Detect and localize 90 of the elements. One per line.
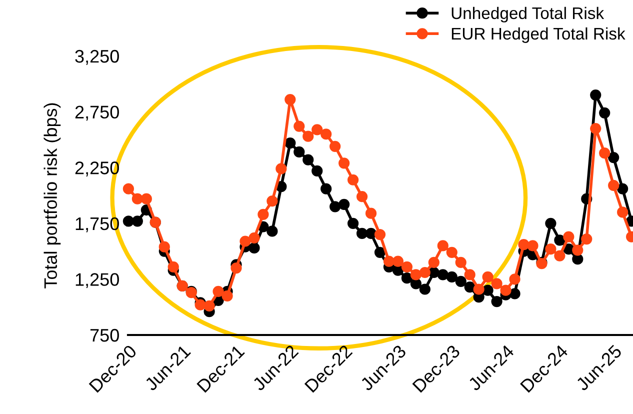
point bbox=[437, 269, 448, 280]
point bbox=[599, 107, 610, 118]
point bbox=[464, 281, 476, 293]
point bbox=[401, 272, 413, 284]
point bbox=[356, 191, 368, 202]
point bbox=[482, 271, 494, 283]
point bbox=[347, 218, 359, 229]
point bbox=[491, 278, 502, 290]
point bbox=[446, 271, 458, 283]
point bbox=[545, 244, 556, 255]
point bbox=[383, 256, 395, 267]
point bbox=[590, 122, 602, 134]
point bbox=[572, 244, 584, 256]
point bbox=[545, 218, 556, 229]
point bbox=[132, 216, 143, 227]
point bbox=[230, 262, 242, 274]
point bbox=[509, 288, 520, 300]
point bbox=[401, 261, 413, 272]
point bbox=[617, 206, 628, 218]
point bbox=[248, 242, 260, 254]
point bbox=[365, 228, 377, 239]
point bbox=[294, 120, 305, 132]
y-tick-label: 1,250 bbox=[76, 273, 119, 288]
point bbox=[266, 226, 278, 237]
point bbox=[312, 165, 323, 177]
point bbox=[284, 137, 296, 149]
point bbox=[122, 216, 134, 227]
point bbox=[374, 246, 386, 258]
point bbox=[608, 180, 620, 192]
point bbox=[572, 254, 584, 265]
point bbox=[554, 250, 566, 262]
point bbox=[392, 256, 404, 267]
point bbox=[482, 284, 494, 296]
point bbox=[617, 183, 628, 194]
point bbox=[312, 124, 323, 136]
point bbox=[374, 229, 386, 240]
point bbox=[590, 90, 602, 101]
point bbox=[122, 183, 134, 194]
point bbox=[240, 236, 251, 247]
legend-label: Unhedged Total Risk bbox=[452, 6, 604, 22]
point bbox=[330, 201, 341, 212]
point bbox=[356, 228, 368, 239]
point bbox=[608, 152, 620, 164]
point bbox=[563, 231, 574, 242]
point bbox=[258, 208, 269, 220]
point bbox=[446, 246, 458, 258]
point bbox=[204, 300, 215, 312]
point bbox=[320, 183, 332, 194]
legend-label: EUR Hedged Total Risk bbox=[452, 27, 626, 43]
point bbox=[302, 130, 314, 142]
point bbox=[410, 269, 422, 280]
point bbox=[428, 256, 440, 268]
point bbox=[248, 232, 260, 244]
point bbox=[527, 240, 538, 252]
point bbox=[599, 148, 610, 159]
point bbox=[302, 154, 314, 166]
point bbox=[338, 158, 350, 169]
point bbox=[284, 94, 296, 106]
point bbox=[222, 290, 233, 302]
point bbox=[266, 196, 278, 207]
point bbox=[554, 234, 566, 246]
point bbox=[518, 239, 530, 250]
point bbox=[464, 269, 476, 280]
y-tick-label: 2,750 bbox=[75, 106, 119, 121]
point bbox=[581, 233, 592, 245]
point bbox=[276, 163, 287, 174]
y-axis-title: Total portfolio risk (bps) bbox=[44, 103, 61, 288]
y-tick-label: 750 bbox=[90, 328, 119, 342]
point bbox=[500, 284, 512, 296]
point bbox=[455, 276, 466, 287]
point bbox=[158, 241, 170, 252]
point bbox=[320, 128, 332, 140]
point bbox=[294, 146, 305, 158]
point bbox=[509, 274, 520, 285]
point bbox=[132, 193, 143, 204]
y-tick-label: 3,250 bbox=[75, 50, 119, 65]
point bbox=[419, 284, 430, 295]
point bbox=[338, 198, 350, 210]
point bbox=[347, 174, 359, 186]
point bbox=[410, 278, 422, 290]
point bbox=[473, 284, 484, 295]
point bbox=[212, 286, 224, 298]
point bbox=[455, 256, 466, 268]
point bbox=[330, 140, 341, 152]
point bbox=[419, 266, 430, 278]
point bbox=[168, 261, 179, 272]
point bbox=[491, 296, 502, 308]
point bbox=[140, 193, 152, 204]
point bbox=[437, 240, 448, 252]
point bbox=[365, 208, 377, 219]
